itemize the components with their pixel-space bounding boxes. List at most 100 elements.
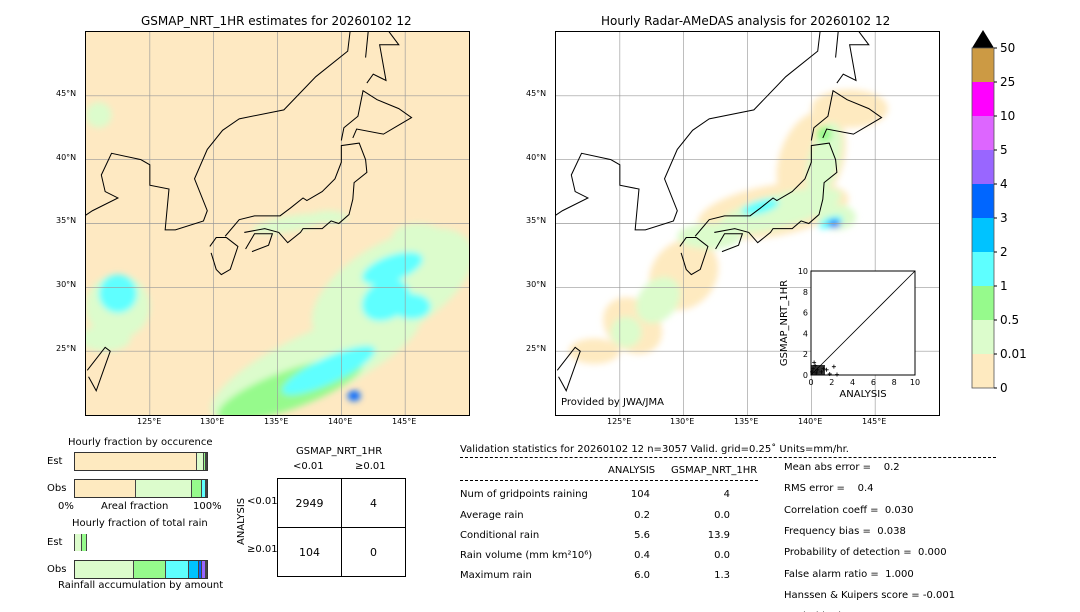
score-text: RMS error = 0.4 bbox=[784, 483, 874, 494]
coastline bbox=[224, 142, 368, 244]
score-text: False alarm ratio = 1.000 bbox=[784, 569, 914, 580]
obs-label-2: Obs bbox=[47, 564, 67, 575]
scatter-point bbox=[831, 364, 836, 369]
coastline bbox=[86, 32, 351, 231]
lat-tick: 35°N bbox=[526, 216, 547, 225]
scatter-ytick: 6 bbox=[803, 309, 808, 318]
total-rain-xlabel: Rainfall accumulation by amount bbox=[58, 580, 224, 591]
colorbar-label: 5 bbox=[1000, 143, 1008, 157]
coastline bbox=[810, 89, 883, 141]
lon-tick: 140°E bbox=[328, 417, 353, 426]
scatter-ytick: 2 bbox=[803, 350, 808, 359]
scatter-point bbox=[814, 370, 819, 375]
bar-segment bbox=[134, 561, 167, 578]
lon-tick: 145°E bbox=[862, 417, 887, 426]
coastline bbox=[556, 32, 821, 231]
bar-segment bbox=[135, 480, 193, 497]
coastline bbox=[835, 32, 870, 84]
contingency-table: 2949 4 104 0 bbox=[277, 478, 406, 577]
stat-analysis: 6.0 bbox=[634, 570, 650, 581]
occurrence-xlabel: Areal fraction bbox=[101, 501, 169, 512]
bar-segment bbox=[205, 480, 207, 497]
coastline bbox=[365, 32, 400, 84]
colorbar-segment bbox=[972, 184, 994, 218]
scatter-point bbox=[821, 366, 826, 371]
scatter-xtick: 0 bbox=[808, 378, 813, 387]
colorbar-label: 25 bbox=[1000, 75, 1015, 89]
col-label: ≥0.01 bbox=[355, 461, 386, 472]
stat-label: Maximum rain bbox=[460, 570, 532, 581]
coastline bbox=[340, 89, 413, 141]
score-text: Mean abs error = 0.2 bbox=[784, 462, 900, 473]
right-map-title: Hourly Radar-AMeDAS analysis for 2026010… bbox=[601, 14, 891, 28]
row-title: ANALYSIS bbox=[236, 497, 247, 545]
colorbar-label: 2 bbox=[1000, 245, 1008, 259]
colorbar-label: 10 bbox=[1000, 109, 1015, 123]
lat-tick: 45°N bbox=[56, 89, 77, 98]
coastline bbox=[694, 142, 838, 244]
credit-text: Provided by JWA/JMA bbox=[561, 397, 664, 408]
rain-area bbox=[98, 274, 138, 313]
row-label: <0.01 bbox=[247, 496, 278, 507]
colorbar-label: 0.5 bbox=[1000, 313, 1019, 327]
stat-label: Conditional rain bbox=[460, 530, 540, 541]
coastline bbox=[86, 346, 111, 392]
stat-label: Rain volume (mm km²10⁶) bbox=[460, 550, 593, 561]
colorbar-segment bbox=[972, 48, 994, 82]
rain-area bbox=[392, 223, 444, 250]
scatter-inset: 0 2 4 6 8 10 0 2 4 6 8 10 ANALYSIS GSMAP_NRT_1HR bbox=[770, 262, 930, 404]
lat-tick: 30°N bbox=[526, 280, 547, 289]
lon-tick: 130°E bbox=[670, 417, 695, 426]
scatter-point bbox=[811, 366, 816, 371]
bar-segment bbox=[74, 534, 76, 551]
stat-gsmap: 4 bbox=[723, 489, 730, 500]
rain-area bbox=[309, 210, 348, 224]
colorbar-label: 1 bbox=[1000, 279, 1008, 293]
bar-segment bbox=[205, 561, 207, 578]
colorbar-segment bbox=[972, 354, 994, 388]
colorbar-segment bbox=[972, 320, 994, 354]
divider bbox=[460, 480, 758, 481]
score-text: Correlation coeff = 0.030 bbox=[784, 505, 914, 516]
scatter-point bbox=[827, 371, 832, 376]
coastline bbox=[556, 346, 581, 392]
occurrence-est-bar bbox=[74, 452, 208, 471]
rain-area bbox=[717, 187, 842, 234]
rain-area bbox=[677, 223, 742, 250]
scatter-ytick: 4 bbox=[803, 329, 808, 338]
coastline bbox=[245, 233, 274, 253]
lon-tick: 125°E bbox=[137, 417, 162, 426]
colorbar-label: 50 bbox=[1000, 41, 1015, 55]
rain-est-bar bbox=[74, 534, 206, 551]
left-map bbox=[85, 31, 470, 416]
lat-tick: 25°N bbox=[526, 344, 547, 353]
col-label: <0.01 bbox=[293, 461, 324, 472]
rain-area bbox=[392, 293, 431, 320]
lon-tick: 130°E bbox=[200, 417, 225, 426]
stat-analysis: 104 bbox=[630, 489, 650, 500]
stats-header: Validation statistics for 20260102 12 n=… bbox=[460, 444, 849, 455]
bar-segment bbox=[192, 480, 202, 497]
stat-gsmap: 13.9 bbox=[707, 530, 730, 541]
colorbar-segment bbox=[972, 150, 994, 184]
lat-tick: 40°N bbox=[56, 153, 77, 162]
score-text: Hanssen & Kuipers score = -0.001 bbox=[784, 590, 956, 601]
coastline bbox=[209, 237, 239, 276]
stat-label: Num of gridpoints raining bbox=[460, 489, 588, 500]
one-to-one-line bbox=[810, 270, 916, 376]
rain-area bbox=[347, 390, 361, 401]
stat-analysis: 0.4 bbox=[634, 550, 650, 561]
scatter-xtick: 10 bbox=[910, 378, 920, 387]
stat-label: Average rain bbox=[460, 510, 524, 521]
lon-tick: 125°E bbox=[607, 417, 632, 426]
lat-tick: 30°N bbox=[56, 280, 77, 289]
cell: 0 bbox=[341, 527, 406, 577]
scatter-ytick: 10 bbox=[798, 267, 808, 276]
lat-tick: 25°N bbox=[56, 344, 77, 353]
rain-obs-bar bbox=[74, 560, 208, 579]
colorbar-label: 3 bbox=[1000, 211, 1008, 225]
est-label-2: Est bbox=[47, 537, 63, 548]
occurrence-obs-bar bbox=[74, 479, 208, 498]
score-text: Frequency bias = 0.038 bbox=[784, 526, 906, 537]
